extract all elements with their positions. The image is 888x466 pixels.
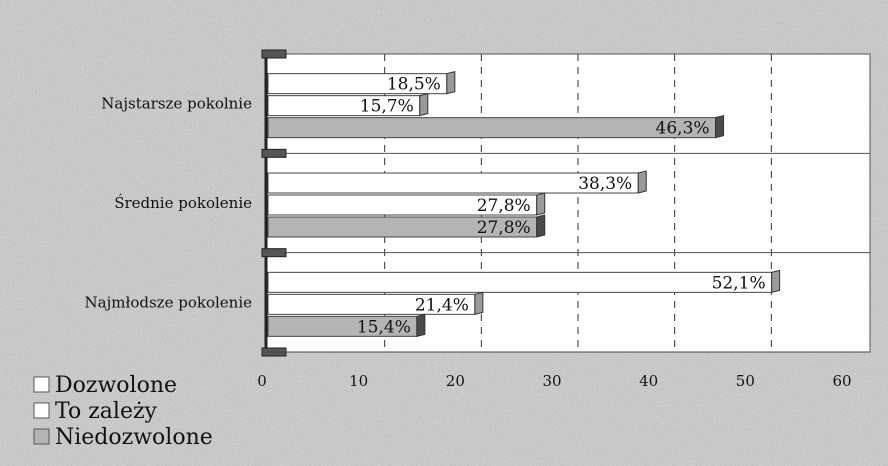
bar-end-cap [715, 115, 725, 139]
legend-item-to-zalezy: To zależy [33, 399, 158, 424]
bar-end-cap [536, 192, 546, 216]
x-tick-label: 0 [257, 372, 267, 390]
category-label: Najstarsze pokolnie [101, 95, 252, 113]
bar-to-zalezy-najstarsze-pokolnie [267, 93, 429, 117]
category-labels: Najstarsze pokolnie Średnie pokolenie Najm… [85, 95, 253, 312]
legend-swatch [33, 376, 50, 393]
x-tick-label: 60 [832, 372, 851, 390]
x-tick-label: 50 [736, 372, 755, 390]
bar-dozwolone-srednie-pokolenie [267, 170, 647, 194]
x-tick-label: 40 [639, 372, 658, 390]
bar-dozwolone-najmlodsze-pokolenie [267, 269, 781, 293]
legend-item-niedozwolone: Niedozwolone [33, 425, 213, 450]
axis-tick-block [261, 148, 287, 158]
axis-tick-block [261, 248, 287, 258]
value-label: 27,8% [477, 218, 531, 238]
value-label: 52,1% [712, 273, 766, 293]
legend-swatch [33, 428, 50, 445]
bar-to-zalezy-najmlodsze-pokolenie [267, 291, 484, 315]
category-label: Średnie pokolenie [114, 194, 252, 212]
legend-item-dozwolone: Dozwolone [33, 373, 177, 398]
bar-end-cap [536, 214, 546, 238]
bar-end-cap [416, 313, 426, 337]
bar-end-cap [474, 291, 484, 315]
bar-niedozwolone-najmlodsze-pokolenie [267, 313, 426, 337]
bar-dozwolone-najstarsze-pokolnie [267, 71, 456, 95]
value-label: 46,3% [656, 119, 710, 139]
bar-end-cap [419, 93, 429, 117]
value-label: 27,8% [477, 196, 531, 216]
bar-niedozwolone-srednie-pokolenie [267, 214, 546, 238]
x-tick-label: 10 [349, 372, 368, 390]
value-label: 15,7% [360, 97, 414, 117]
legend-swatch [33, 402, 50, 419]
axis-tick-block [261, 49, 287, 59]
x-tick-label: 30 [542, 372, 561, 390]
category-label: Najmłodsze pokolenie [85, 293, 253, 311]
legend-label: Dozwolone [55, 373, 177, 398]
x-tick-label: 20 [446, 372, 465, 390]
bar-face [267, 117, 717, 139]
value-label: 15,4% [357, 317, 411, 337]
value-label: 21,4% [415, 295, 469, 315]
category-separators [266, 152, 870, 254]
bar-niedozwolone-najstarsze-pokolnie [267, 115, 725, 139]
bar-end-cap [637, 170, 647, 194]
bar-to-zalezy-srednie-pokolenie [267, 192, 546, 216]
bar-face [267, 271, 773, 293]
legend-label: To zależy [55, 399, 158, 424]
bars [267, 71, 781, 337]
value-label: 18,5% [387, 75, 441, 95]
bar-end-cap [446, 71, 456, 95]
x-axis: 0 10 20 30 40 50 60 [257, 49, 870, 390]
bar-end-cap [771, 269, 781, 293]
value-labels: 18,5%15,7% 46,3% 38,3% 27,8%27,8% 52,1% 21,4%… [357, 75, 766, 338]
legend-label: Niedozwolone [55, 425, 213, 450]
value-label: 38,3% [578, 174, 632, 194]
